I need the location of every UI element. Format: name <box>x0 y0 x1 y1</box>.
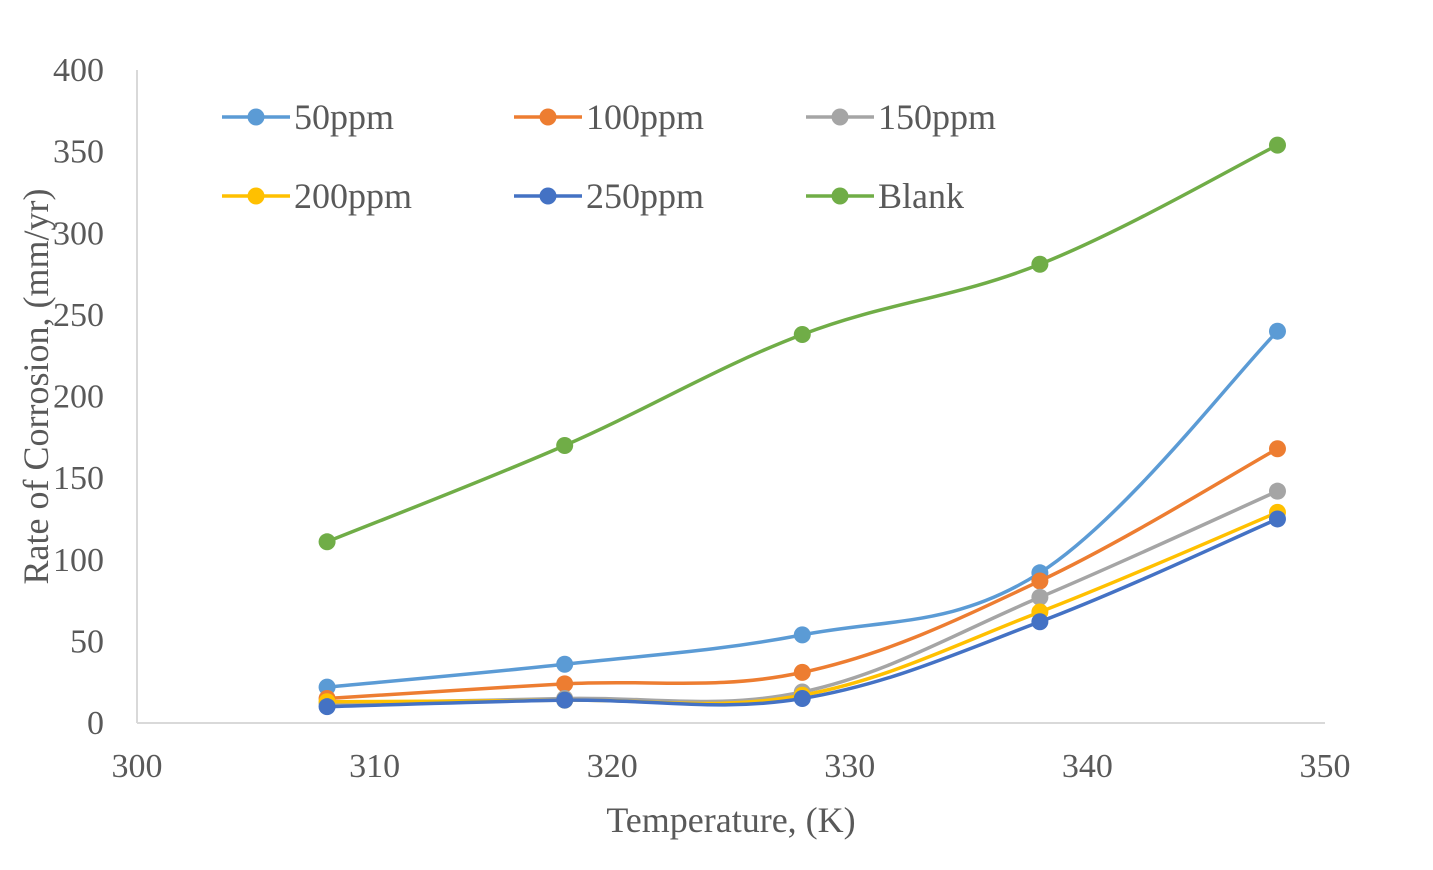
legend-marker <box>831 187 849 205</box>
series-blank <box>318 136 1286 551</box>
data-point-blank <box>556 436 574 454</box>
data-point-150ppm <box>1031 588 1049 606</box>
x-tick-label: 320 <box>587 748 638 785</box>
data-point-blank <box>1268 136 1286 154</box>
legend-marker <box>539 187 557 205</box>
tick-labels: 300 310 320 330 340 350 0 50 100 150 200 250 300 350 4… <box>53 52 1351 785</box>
legend-item-250ppm: 250ppm <box>514 176 704 216</box>
y-tick-label: 0 <box>87 705 104 742</box>
data-point-blank <box>793 325 811 343</box>
legend-item-150ppm: 150ppm <box>806 97 996 137</box>
legend: 50ppm 100ppm 150ppm 200ppm 250ppm Blank <box>222 97 996 216</box>
series-line-blank <box>325 143 1280 544</box>
series-100ppm <box>318 440 1286 708</box>
axes <box>136 70 1325 724</box>
data-point-blank <box>318 533 336 551</box>
data-point-150ppm <box>1268 482 1286 500</box>
x-tick-label: 300 <box>112 748 163 785</box>
data-point-250ppm <box>1031 613 1049 631</box>
x-tick-label: 330 <box>824 748 875 785</box>
legend-marker <box>539 108 557 126</box>
legend-label: Blank <box>878 176 964 216</box>
legend-item-50ppm: 50ppm <box>222 97 394 137</box>
y-tick-label: 250 <box>53 297 104 334</box>
y-tick-label: 50 <box>70 623 104 660</box>
series-50ppm <box>318 322 1286 696</box>
legend-marker <box>831 108 849 126</box>
data-point-50ppm <box>1268 322 1286 340</box>
legend-label: 50ppm <box>294 97 394 137</box>
series <box>318 136 1286 716</box>
data-point-100ppm <box>793 663 811 681</box>
y-tick-label: 350 <box>53 134 104 171</box>
x-tick-label: 350 <box>1300 748 1351 785</box>
y-tick-label: 300 <box>53 215 104 252</box>
legend-label: 200ppm <box>294 176 412 216</box>
y-tick-label: 400 <box>53 52 104 89</box>
legend-item-blank: Blank <box>806 176 964 216</box>
series-250ppm <box>318 510 1286 716</box>
data-point-100ppm <box>1031 572 1049 590</box>
legend-marker <box>247 108 265 126</box>
y-axis-title: Rate of Corrosion, (mm/yr) <box>16 189 56 585</box>
legend-label: 100ppm <box>586 97 704 137</box>
data-point-250ppm <box>556 691 574 709</box>
y-tick-label: 150 <box>53 460 104 497</box>
data-point-250ppm <box>1268 510 1286 528</box>
data-point-250ppm <box>318 698 336 716</box>
x-axis-title: Temperature, (K) <box>606 800 855 840</box>
legend-item-100ppm: 100ppm <box>514 97 704 137</box>
y-tick-label: 200 <box>53 379 104 416</box>
legend-label: 150ppm <box>878 97 996 137</box>
x-tick-label: 340 <box>1062 748 1113 785</box>
data-point-100ppm <box>1268 440 1286 458</box>
data-point-50ppm <box>793 626 811 644</box>
legend-item-200ppm: 200ppm <box>222 176 412 216</box>
data-point-100ppm <box>556 675 574 693</box>
x-tick-label: 310 <box>349 748 400 785</box>
y-tick-label: 100 <box>53 542 104 579</box>
legend-marker <box>247 187 265 205</box>
data-point-50ppm <box>556 655 574 673</box>
legend-label: 250ppm <box>586 176 704 216</box>
data-point-250ppm <box>793 690 811 708</box>
data-point-blank <box>1031 255 1049 273</box>
